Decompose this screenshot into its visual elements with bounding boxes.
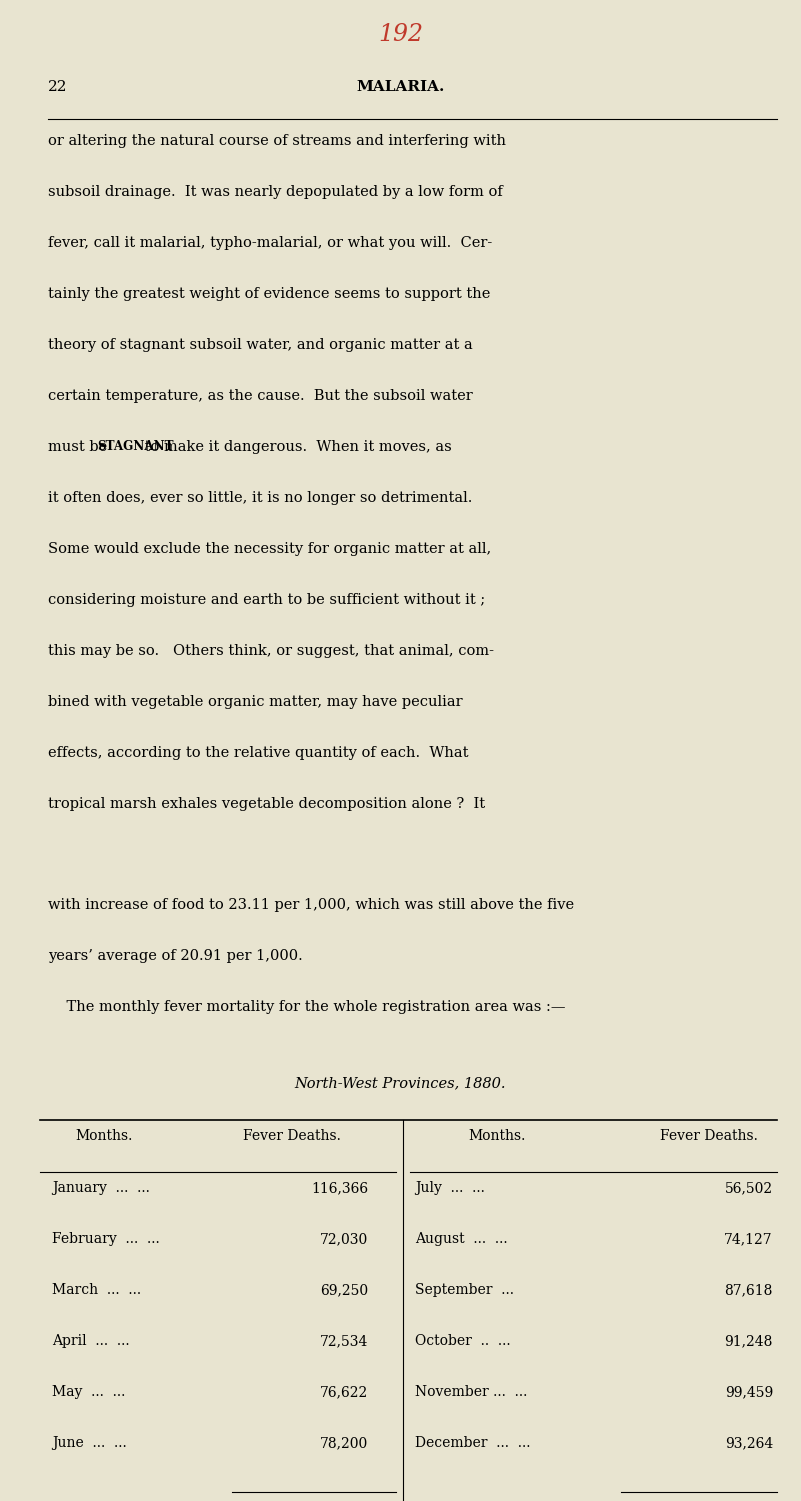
Text: must be: must be xyxy=(48,440,112,453)
Text: certain temperature, as the cause.  But the subsoil water: certain temperature, as the cause. But t… xyxy=(48,389,473,402)
Text: STAGNANT: STAGNANT xyxy=(98,440,174,453)
Text: Fever Deaths.: Fever Deaths. xyxy=(660,1129,758,1142)
Text: July  ...  ...: July ... ... xyxy=(415,1181,485,1195)
Text: January  ...  ...: January ... ... xyxy=(52,1181,150,1195)
Text: 56,502: 56,502 xyxy=(725,1181,773,1195)
Text: 99,459: 99,459 xyxy=(725,1385,773,1399)
Text: 76,622: 76,622 xyxy=(320,1385,368,1399)
Text: 69,250: 69,250 xyxy=(320,1283,368,1297)
Text: Months.: Months. xyxy=(468,1129,525,1142)
Text: to make it dangerous.  When it moves, as: to make it dangerous. When it moves, as xyxy=(139,440,452,453)
Text: November ...  ...: November ... ... xyxy=(415,1385,527,1399)
Text: April  ...  ...: April ... ... xyxy=(52,1334,130,1348)
Text: years’ average of 20.91 per 1,000.: years’ average of 20.91 per 1,000. xyxy=(48,949,303,962)
Text: 116,366: 116,366 xyxy=(312,1181,368,1195)
Text: bined with vegetable organic matter, may have peculiar: bined with vegetable organic matter, may… xyxy=(48,695,463,708)
Text: Fever Deaths.: Fever Deaths. xyxy=(244,1129,341,1142)
Text: The monthly fever mortality for the whole registration area was :—: The monthly fever mortality for the whol… xyxy=(48,1000,566,1013)
Text: with increase of food to 23.11 per 1,000, which was still above the five: with increase of food to 23.11 per 1,000… xyxy=(48,898,574,911)
Text: fever, call it malarial, typho-malarial, or what you will.  Cer-: fever, call it malarial, typho-malarial,… xyxy=(48,236,493,249)
Text: North-West Provinces, 1880.: North-West Provinces, 1880. xyxy=(295,1076,506,1090)
Text: 91,248: 91,248 xyxy=(725,1334,773,1348)
Text: September  ...: September ... xyxy=(415,1283,514,1297)
Text: 192: 192 xyxy=(378,23,423,45)
Text: considering moisture and earth to be sufficient without it ;: considering moisture and earth to be suf… xyxy=(48,593,485,606)
Text: June  ...  ...: June ... ... xyxy=(52,1436,127,1450)
Text: December  ...  ...: December ... ... xyxy=(415,1436,530,1450)
Text: 87,618: 87,618 xyxy=(725,1283,773,1297)
Text: Some would exclude the necessity for organic matter at all,: Some would exclude the necessity for org… xyxy=(48,542,491,555)
Text: or altering the natural course of streams and interfering with: or altering the natural course of stream… xyxy=(48,134,506,147)
Text: March  ...  ...: March ... ... xyxy=(52,1283,141,1297)
Text: 74,127: 74,127 xyxy=(724,1232,773,1246)
Text: theory of stagnant subsoil water, and organic matter at a: theory of stagnant subsoil water, and or… xyxy=(48,338,473,351)
Text: effects, according to the relative quantity of each.  What: effects, according to the relative quant… xyxy=(48,746,469,760)
Text: MALARIA.: MALARIA. xyxy=(356,80,445,93)
Text: Months.: Months. xyxy=(75,1129,133,1142)
Text: August  ...  ...: August ... ... xyxy=(415,1232,508,1246)
Text: tropical marsh exhales vegetable decomposition alone ?  It: tropical marsh exhales vegetable decompo… xyxy=(48,797,485,811)
Text: 22: 22 xyxy=(48,80,67,93)
Text: 78,200: 78,200 xyxy=(320,1436,368,1450)
Text: October  ..  ...: October .. ... xyxy=(415,1334,510,1348)
Text: it often does, ever so little, it is no longer so detrimental.: it often does, ever so little, it is no … xyxy=(48,491,473,504)
Text: February  ...  ...: February ... ... xyxy=(52,1232,160,1246)
Text: 93,264: 93,264 xyxy=(725,1436,773,1450)
Text: 72,534: 72,534 xyxy=(320,1334,368,1348)
Text: May  ...  ...: May ... ... xyxy=(52,1385,126,1399)
Text: 72,030: 72,030 xyxy=(320,1232,368,1246)
Text: this may be so.   Others think, or suggest, that animal, com-: this may be so. Others think, or suggest… xyxy=(48,644,494,657)
Text: subsoil drainage.  It was nearly depopulated by a low form of: subsoil drainage. It was nearly depopula… xyxy=(48,185,503,198)
Text: tainly the greatest weight of evidence seems to support the: tainly the greatest weight of evidence s… xyxy=(48,287,490,300)
